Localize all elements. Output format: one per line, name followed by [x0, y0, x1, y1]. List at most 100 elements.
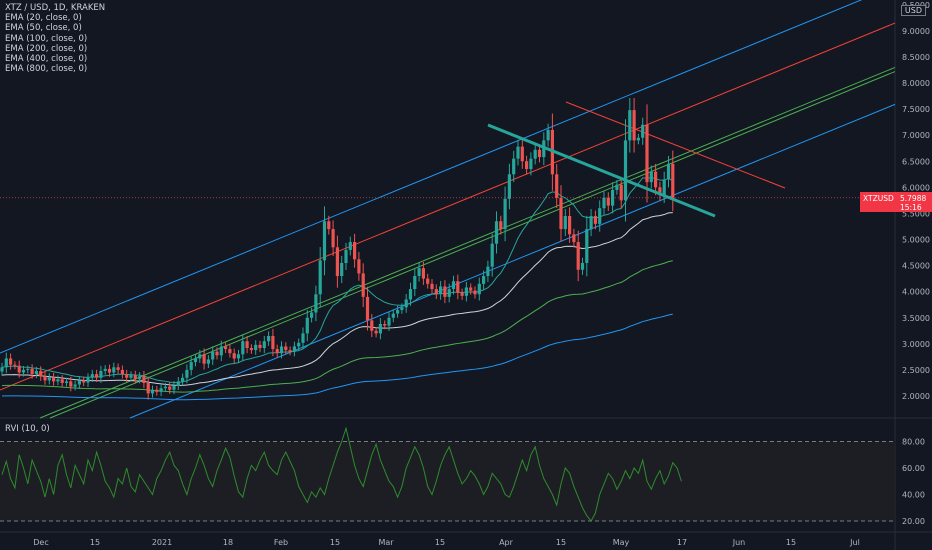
- chart-legend[interactable]: XTZ / USD, 1D, KRAKEN EMA (20, close, 0)…: [5, 3, 105, 74]
- candle-body: [520, 146, 524, 162]
- time-axis[interactable]: Dec 15 2021 18 Feb 15 Mar 15 Apr 15 May 17 Jun 15 Jul: [33, 538, 860, 547]
- candle-body: [378, 324, 382, 334]
- candle-body: [494, 221, 499, 244]
- ema-50-line: [1, 212, 673, 386]
- channel-descending-red: [565, 101, 786, 189]
- candle-body: [17, 365, 21, 373]
- candle-body: [236, 354, 241, 359]
- candle-body: [512, 158, 516, 175]
- candle-body: [73, 384, 77, 387]
- candle-body: [206, 359, 210, 364]
- time-tick-label: 2021: [152, 538, 172, 547]
- candle-body: [589, 216, 593, 230]
- channel-upper-green: [39, 66, 896, 419]
- price-tick-label: 4.5000: [902, 262, 930, 271]
- candle-body: [297, 342, 301, 347]
- candle-body: [507, 174, 511, 199]
- rvi-tick-label: 80.00: [902, 438, 925, 447]
- candle-body: [460, 292, 464, 296]
- candle-body: [138, 376, 142, 380]
- candle-body: [400, 307, 404, 310]
- candle-body: [0, 367, 4, 372]
- candle-body: [47, 377, 51, 381]
- rvi-tick-label: 40.00: [902, 491, 925, 500]
- ema-100-line: [1, 260, 673, 393]
- candle-body: [417, 268, 421, 277]
- candle-body: [615, 184, 619, 190]
- candle-body: [365, 296, 370, 321]
- legend-ema-400[interactable]: EMA (400, close, 0): [5, 54, 88, 65]
- candle-body: [649, 171, 653, 183]
- candle-body: [370, 320, 374, 331]
- candle-body: [636, 137, 640, 141]
- candle-body: [254, 344, 258, 351]
- rvi-axis[interactable]: 80.00 60.00 40.00 20.00: [902, 438, 925, 527]
- price-tick-label: 2.0000: [902, 392, 930, 401]
- candle-body: [503, 198, 507, 230]
- candle-body: [116, 367, 120, 370]
- candle-body: [288, 350, 292, 352]
- candle-body: [628, 110, 632, 141]
- candle-body: [258, 344, 262, 349]
- time-tick-label: 15: [330, 538, 340, 547]
- rvi-legend[interactable]: RVI (10, 0): [5, 424, 50, 434]
- price-tick-label: 8.0000: [902, 79, 930, 88]
- candle-body: [224, 346, 228, 350]
- time-tick-label: Dec: [33, 538, 48, 547]
- legend-ema-50[interactable]: EMA (50, close, 0): [5, 23, 82, 34]
- candle-body: [284, 346, 288, 351]
- legend-ema-200[interactable]: EMA (200, close, 0): [5, 43, 88, 54]
- candle-body: [499, 221, 503, 230]
- candle-body: [563, 216, 567, 230]
- candle-body: [95, 374, 99, 378]
- candle-body: [279, 346, 284, 354]
- candle-body: [193, 358, 198, 363]
- candle-body: [301, 333, 305, 343]
- candle-body: [249, 348, 253, 351]
- candle-body: [34, 370, 38, 375]
- candle-body: [77, 380, 81, 385]
- candle-body: [421, 268, 425, 279]
- candle-body: [26, 368, 30, 370]
- legend-ema-800[interactable]: EMA (800, close, 0): [5, 64, 88, 75]
- currency-button[interactable]: USD: [900, 5, 926, 16]
- candle-body: [82, 380, 86, 383]
- candle-body: [120, 369, 124, 375]
- candle-body: [464, 287, 468, 296]
- candle-body: [327, 221, 331, 230]
- candle-body: [4, 358, 8, 368]
- candle-body: [456, 281, 460, 293]
- candle-body: [241, 341, 245, 355]
- pitchfork-channel: [0, 0, 896, 419]
- candle-body: [525, 161, 529, 170]
- candle-body: [662, 179, 666, 196]
- legend-ema-100[interactable]: EMA (100, close, 0): [5, 33, 88, 44]
- candle-body: [546, 129, 550, 141]
- candle-body: [150, 389, 155, 394]
- candle-body: [340, 262, 344, 277]
- price-tick-label: 8.5000: [902, 53, 930, 62]
- candle-body: [533, 149, 537, 159]
- candle-body: [443, 286, 447, 297]
- time-tick-label: Jul: [849, 538, 860, 547]
- candle-body: [645, 124, 649, 183]
- price-tick-label: 4.0000: [902, 288, 930, 297]
- rvi-pane: [0, 426, 895, 522]
- time-tick-label: 18: [223, 538, 233, 547]
- channel-upper-blue: [0, 0, 863, 354]
- candle-body: [353, 242, 357, 260]
- candle-body: [215, 351, 219, 356]
- symbol-title[interactable]: XTZ / USD, 1D, KRAKEN: [5, 3, 106, 13]
- legend-ema-20[interactable]: EMA (20, close, 0): [5, 13, 82, 24]
- candle-body: [451, 281, 456, 290]
- candle-body: [245, 341, 249, 349]
- candle-body: [103, 368, 107, 371]
- candle-body: [568, 216, 572, 235]
- candle-body: [202, 354, 206, 364]
- candle-body: [219, 346, 223, 356]
- candle-body: [576, 242, 580, 270]
- candle-body: [555, 174, 559, 198]
- candle-body: [671, 163, 675, 198]
- candle-body: [107, 368, 112, 373]
